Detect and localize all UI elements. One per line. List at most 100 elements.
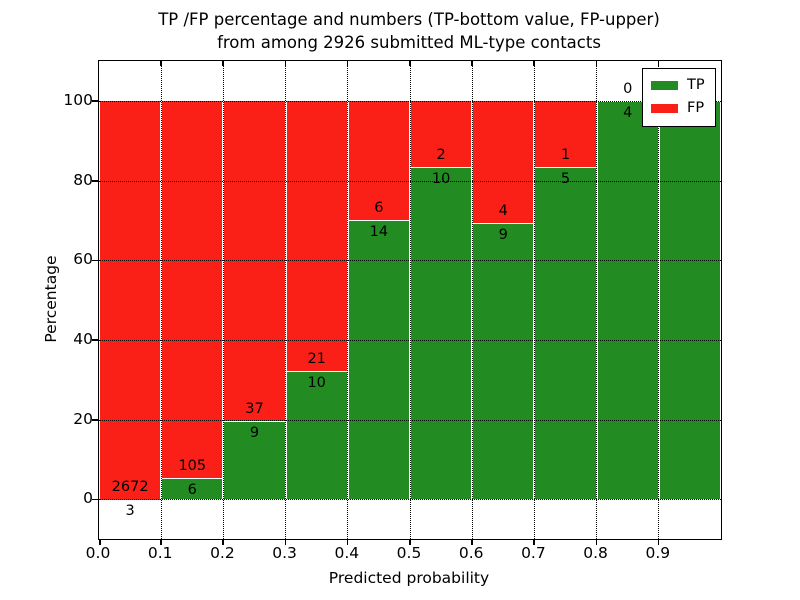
x-tick-mark-top xyxy=(595,61,598,66)
x-tick-mark-top xyxy=(471,61,473,66)
x-tick-mark xyxy=(595,539,598,545)
bar-segment-tp xyxy=(411,167,472,500)
x-tick-label: 0.0 xyxy=(85,544,111,562)
bar-segment-fp xyxy=(100,100,161,499)
tp-count-label: 5 xyxy=(560,171,571,188)
tp-count-label: 9 xyxy=(249,425,260,442)
bar-segment-tp xyxy=(473,223,534,500)
x-tick-mark-top xyxy=(160,61,162,66)
x-tick-label: 0.2 xyxy=(210,544,235,562)
y-axis-label: Percentage xyxy=(42,255,60,343)
fp-count-label: 6 xyxy=(374,200,384,217)
x-tick-label: 0.7 xyxy=(521,544,546,562)
y-tick-label: 80 xyxy=(73,170,93,189)
gridline-v xyxy=(471,61,473,539)
y-tick-label: 20 xyxy=(73,409,93,428)
x-tick-label: 0.3 xyxy=(272,544,297,562)
bar-0.1-0.2 xyxy=(161,100,224,500)
x-tick-mark xyxy=(409,539,411,545)
legend-item-fp: FP xyxy=(651,101,707,116)
fp-count-label: 37 xyxy=(245,401,264,418)
gridline-v xyxy=(222,61,224,539)
gridline-v xyxy=(409,61,411,539)
y-tick-mark xyxy=(92,259,98,262)
bar-segment-fp xyxy=(286,100,347,371)
legend-label-tp: TP xyxy=(687,77,705,93)
y-tick-mark xyxy=(92,100,98,102)
x-tick-mark-top xyxy=(657,61,660,66)
bar-segment-tp xyxy=(597,100,658,500)
bar-0.5-0.6 xyxy=(410,100,473,500)
fp-count-label: 21 xyxy=(307,350,326,367)
x-axis-label: Predicted probability xyxy=(328,569,490,587)
bar-segment-fp xyxy=(535,100,596,168)
y-tick-mark xyxy=(92,180,98,182)
x-tick-mark-top xyxy=(533,61,535,66)
bar-0.7-0.8 xyxy=(534,100,597,500)
bar-0.3-0.4 xyxy=(285,100,348,500)
x-tick-label: 0.6 xyxy=(458,544,484,562)
x-tick-mark xyxy=(533,539,535,545)
bar-segment-tp xyxy=(659,100,720,500)
x-tick-mark xyxy=(471,539,473,545)
bar-0.0-0.1 xyxy=(99,100,162,500)
x-tick-label: 0.8 xyxy=(583,544,608,562)
fp-count-label: 2672 xyxy=(111,478,149,495)
y-tick-label: 40 xyxy=(73,329,93,348)
y-tick-label: 60 xyxy=(73,250,93,269)
tp-color-swatch xyxy=(651,81,678,90)
x-tick-mark xyxy=(346,539,349,545)
chart-title-line2: from among 2926 submitted ML-type contac… xyxy=(217,33,601,52)
x-tick-mark-top xyxy=(409,61,411,66)
x-tick-mark-top xyxy=(346,61,349,66)
fp-count-label: 2 xyxy=(436,147,446,164)
y-tick-label: 100 xyxy=(63,90,93,109)
x-tick-mark-top xyxy=(222,61,224,66)
legend-item-tp: TP xyxy=(651,78,707,93)
gridline-v xyxy=(596,61,598,539)
bar-segment-tp xyxy=(224,421,285,500)
fp-count-label: 4 xyxy=(498,203,508,220)
bar-segment-tp xyxy=(162,477,223,500)
x-tick-mark xyxy=(160,539,162,545)
fp-count-label: 1 xyxy=(560,147,571,164)
y-tick-mark xyxy=(92,339,98,341)
x-tick-mark-top xyxy=(284,61,287,66)
tp-count-label: 6 xyxy=(187,481,197,498)
bar-segment-tp xyxy=(535,167,596,500)
bar-0.8-0.9 xyxy=(596,100,659,500)
bar-segment-fp xyxy=(411,100,472,168)
y-tick-mark xyxy=(92,498,98,501)
gridline-v xyxy=(285,61,287,539)
tp-count-label: 3 xyxy=(125,502,135,519)
gridline-v xyxy=(658,61,660,539)
x-tick-label: 0.4 xyxy=(334,544,360,562)
tp-count-label: 9 xyxy=(498,227,508,244)
gridline-v xyxy=(533,61,535,539)
plot-area: TP FP 267231056379211061421049150408 xyxy=(92,60,722,545)
bar-segment-fp xyxy=(162,100,223,478)
y-tick-mark xyxy=(92,419,98,421)
x-tick-mark xyxy=(99,539,101,545)
tp-count-label: 4 xyxy=(623,104,633,121)
bar-segment-fp xyxy=(473,100,534,224)
gridline-v xyxy=(160,61,162,539)
x-tick-mark xyxy=(284,539,287,545)
legend-label-fp: FP xyxy=(687,100,705,116)
tp-count-label: 10 xyxy=(431,171,451,188)
y-tick-label: 0 xyxy=(83,489,93,508)
fp-count-label: 0 xyxy=(623,80,633,97)
tp-count-label: 10 xyxy=(307,374,326,391)
bar-0.4-0.5 xyxy=(347,100,410,500)
bar-segment-fp xyxy=(348,100,409,221)
fp-count-label: 105 xyxy=(178,457,207,474)
bar-0.9-1.0 xyxy=(658,100,721,500)
x-tick-label: 0.5 xyxy=(396,544,422,562)
x-tick-mark xyxy=(657,539,660,545)
bar-segment-tp xyxy=(348,220,409,500)
bar-segment-tp xyxy=(286,370,347,500)
bar-0.6-0.7 xyxy=(472,100,535,500)
x-tick-mark xyxy=(222,539,224,545)
chart-title-line1: TP /FP percentage and numbers (TP-bottom… xyxy=(158,10,660,29)
